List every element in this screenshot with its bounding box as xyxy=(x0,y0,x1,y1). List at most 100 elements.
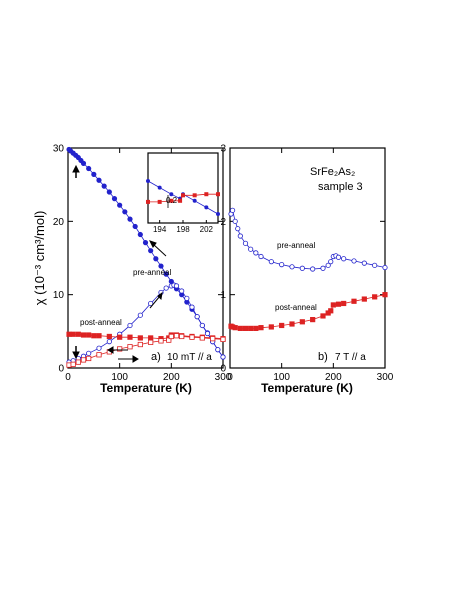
panel-a-point xyxy=(86,332,92,338)
panel-b-point xyxy=(335,301,342,307)
panel-b-series-line xyxy=(230,209,386,270)
panel-b-point xyxy=(279,261,285,268)
panel-a-point xyxy=(137,231,143,238)
panel-a-point xyxy=(148,339,154,345)
panel-b-point xyxy=(258,325,264,331)
inset-point xyxy=(157,199,162,204)
panel-a-point xyxy=(70,331,76,337)
panel-a-point xyxy=(117,346,123,352)
inset-point xyxy=(145,199,150,204)
inset-point xyxy=(192,198,197,203)
panel-b-point xyxy=(289,321,295,327)
panel-b-xtick-label: 100 xyxy=(273,372,290,383)
panel-b-point xyxy=(310,316,316,323)
panel-b-point xyxy=(361,296,367,302)
panel-a-point xyxy=(106,338,112,345)
inset-xtick-label: 202 xyxy=(200,225,214,234)
panel-b-point xyxy=(237,325,243,332)
panel-b-point xyxy=(351,298,357,304)
panel-a-ytick-label: 20 xyxy=(53,217,65,228)
panel-a-point xyxy=(158,338,164,344)
panel-b-ytick-label: 0 xyxy=(220,364,226,375)
panel-a-point xyxy=(117,202,123,208)
panel-a-point xyxy=(142,240,149,246)
panel-b-point xyxy=(248,325,254,332)
panel-b-point xyxy=(232,218,238,224)
panel-a-point xyxy=(199,322,205,329)
inset-xtick-label: 194 xyxy=(153,225,167,234)
panel-a-point xyxy=(163,271,169,277)
inset-point xyxy=(192,193,197,198)
panel-a-label: a) xyxy=(151,351,161,363)
inset-point xyxy=(215,192,220,197)
pre-anneal-label-b: pre-anneal xyxy=(277,241,315,250)
panel-a-point xyxy=(96,177,102,183)
panel-a-point xyxy=(179,333,185,340)
panel-a-point xyxy=(86,165,92,172)
post-anneal-label-b: post-anneal xyxy=(275,303,317,312)
panel-b-point xyxy=(330,302,336,308)
panel-a-point xyxy=(127,334,133,340)
panel-b-point xyxy=(258,253,264,260)
panel-a-point xyxy=(80,332,87,338)
panel-a-point xyxy=(75,359,81,365)
panel-b-field-label: 7 T // a xyxy=(335,352,366,363)
panel-b-point xyxy=(328,308,334,314)
x-axis-label-a: Temperature (K) xyxy=(100,381,192,395)
panel-a-point xyxy=(137,335,143,341)
panel-a-point xyxy=(106,189,112,195)
panel-b-point xyxy=(372,262,378,268)
panel-a-point xyxy=(148,300,154,307)
panel-b-point xyxy=(279,322,285,329)
panel-b-xtick-label: 300 xyxy=(377,372,394,383)
panel-a-point xyxy=(127,216,133,222)
panel-b-point xyxy=(248,246,254,252)
panel-a-point xyxy=(91,171,97,177)
inset-point xyxy=(178,198,183,203)
panel-a-point xyxy=(184,295,190,301)
panel-b-point xyxy=(320,265,326,271)
panel-b-point xyxy=(361,260,367,266)
panel-a-point xyxy=(137,341,143,348)
inset-point xyxy=(169,192,174,197)
panel-a-point xyxy=(101,183,107,189)
panel-b-point xyxy=(299,265,305,271)
panel-b-point xyxy=(335,254,342,260)
inset-point xyxy=(180,193,185,198)
panel-b-ytick-label: 3 xyxy=(220,144,226,155)
panel-b-point xyxy=(268,259,274,265)
panel-a-point xyxy=(86,350,92,356)
panel-b-point xyxy=(253,325,259,332)
panel-b-ytick-label: 2 xyxy=(220,217,226,228)
panel-a-ytick-label: 0 xyxy=(58,364,64,375)
panel-a-point xyxy=(96,345,102,351)
panel-b-point xyxy=(351,258,357,264)
panel-b-point xyxy=(382,264,388,271)
inset-point xyxy=(204,205,209,210)
panel-b-point xyxy=(320,313,326,319)
post-anneal-label-a: post-anneal xyxy=(80,318,122,327)
x-axis-label-b: Temperature (K) xyxy=(261,381,353,395)
panel-b-xtick-label: 0 xyxy=(227,372,233,383)
panel-b-point xyxy=(341,300,347,307)
panel-b-point xyxy=(299,319,305,325)
panel-a-point xyxy=(148,248,154,254)
panel-a-point xyxy=(220,336,226,343)
panel-b-point xyxy=(237,233,243,239)
pre-anneal-label-a: pre-anneal xyxy=(133,268,171,277)
panel-b-ytick-label: 1 xyxy=(220,290,226,301)
panel-a-point xyxy=(75,331,81,337)
panel-a-point xyxy=(189,304,195,310)
panel-a-point xyxy=(179,288,185,294)
panel-b-point xyxy=(232,325,238,331)
panel-b-point xyxy=(289,264,295,270)
y-axis-label: χ (10⁻³ cm³/mol) xyxy=(32,211,47,306)
inset-point xyxy=(145,178,150,183)
panel-b-point xyxy=(242,240,249,246)
panel-a-field-label: 10 mT // a xyxy=(167,352,212,363)
panel-b-point xyxy=(310,266,316,272)
panel-a-point xyxy=(204,330,211,337)
panel-a-point xyxy=(80,160,87,166)
